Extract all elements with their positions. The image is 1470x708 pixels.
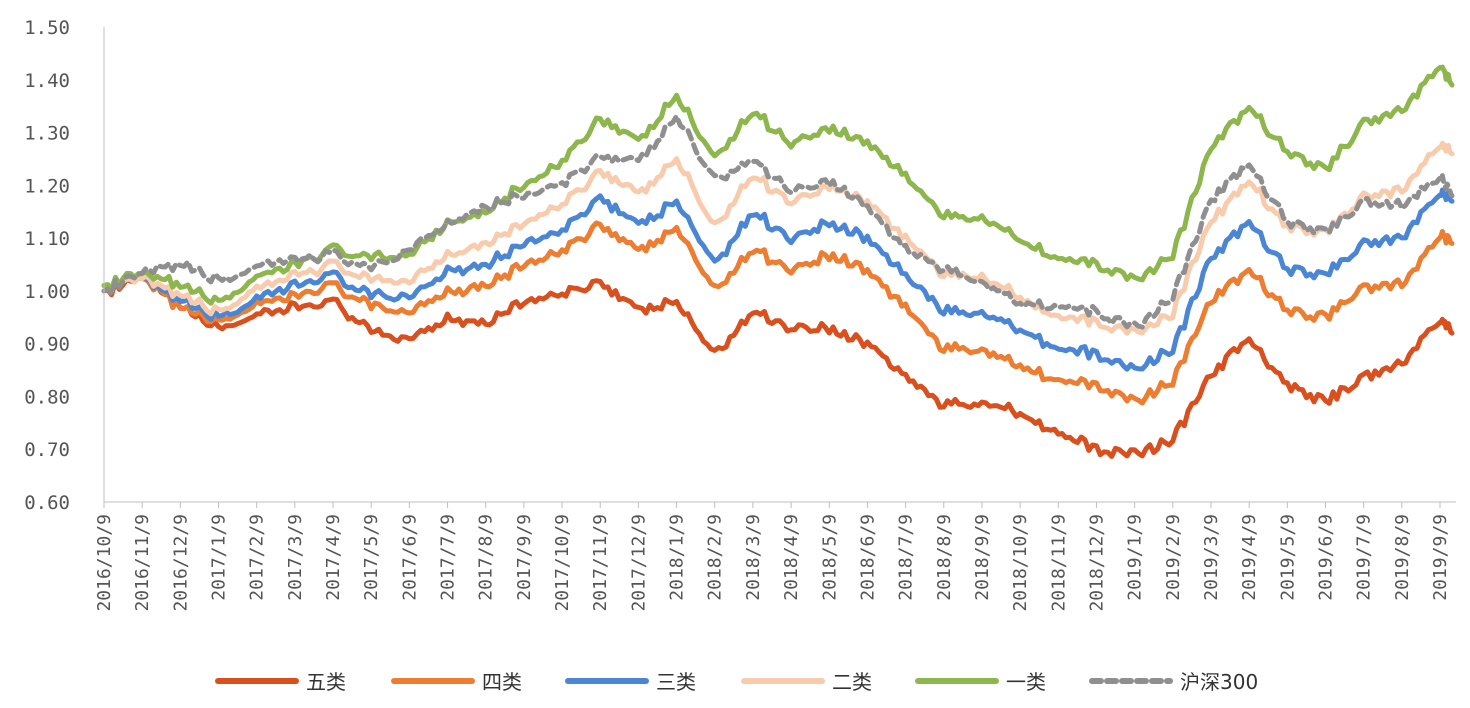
x-tick-label: 2019/5/9 bbox=[1277, 514, 1298, 601]
x-tick-label: 2019/4/9 bbox=[1239, 514, 1260, 601]
x-tick-label: 2018/5/9 bbox=[819, 514, 840, 601]
x-tick-label: 2016/11/9 bbox=[132, 514, 153, 612]
y-tick-label: 1.30 bbox=[24, 123, 70, 145]
x-tick-label: 2018/7/9 bbox=[896, 514, 917, 601]
x-tick-label: 2018/11/9 bbox=[1048, 514, 1069, 612]
legend-label: 四类 bbox=[482, 670, 522, 694]
x-tick-label: 2017/12/9 bbox=[628, 514, 649, 612]
x-tick-label: 2016/10/9 bbox=[94, 514, 115, 612]
y-tick-label: 1.40 bbox=[24, 70, 70, 92]
y-tick-label: 1.50 bbox=[24, 17, 70, 39]
x-tick-label: 2017/11/9 bbox=[590, 514, 611, 612]
legend-label: 五类 bbox=[306, 670, 346, 694]
x-tick-label: 2019/1/9 bbox=[1125, 514, 1146, 601]
x-tick-label: 2018/3/9 bbox=[743, 514, 764, 601]
x-tick-label: 2017/8/9 bbox=[476, 514, 497, 601]
x-tick-label: 2019/6/9 bbox=[1315, 514, 1336, 601]
series-lines bbox=[101, 64, 1455, 459]
x-tick-label: 2018/4/9 bbox=[781, 514, 802, 601]
x-tick-label: 2019/8/9 bbox=[1392, 514, 1413, 601]
y-tick-label: 1.00 bbox=[24, 281, 70, 303]
x-tick-label: 2017/4/9 bbox=[323, 514, 344, 601]
series-line bbox=[101, 64, 1455, 306]
x-tick-label: 2018/9/9 bbox=[972, 514, 993, 601]
x-tick-label: 2018/2/9 bbox=[705, 514, 726, 601]
y-tick-label: 0.90 bbox=[24, 334, 70, 356]
x-tick-label: 2017/2/9 bbox=[247, 514, 268, 601]
series-line bbox=[101, 187, 1455, 372]
legend-label: 一类 bbox=[1006, 670, 1046, 694]
legend-label: 二类 bbox=[832, 670, 872, 694]
x-tick-label: 2018/10/9 bbox=[1010, 514, 1031, 612]
x-tick-label: 2017/6/9 bbox=[399, 514, 420, 601]
x-tick-label: 2017/5/9 bbox=[361, 514, 382, 601]
y-tick-label: 0.60 bbox=[24, 492, 70, 514]
legend-label: 沪深300 bbox=[1180, 670, 1258, 694]
legend: 五类 四类 三类 二类 一类 沪深300 bbox=[215, 670, 1258, 694]
y-tick-label: 0.70 bbox=[24, 439, 70, 461]
legend-label: 三类 bbox=[656, 670, 696, 694]
y-tick-label: 1.20 bbox=[24, 175, 70, 197]
series-line bbox=[101, 220, 1455, 406]
x-tick-label: 2017/3/9 bbox=[285, 514, 306, 601]
x-tick-label: 2018/12/9 bbox=[1086, 514, 1107, 612]
series-line bbox=[101, 140, 1455, 336]
y-axis-ticks: 0.60 0.70 0.80 0.90 1.00 1.10 1.20 1.30 1.40 1.50 bbox=[24, 17, 70, 514]
x-tick-label: 2019/3/9 bbox=[1201, 514, 1222, 601]
x-tick-label: 2017/9/9 bbox=[514, 514, 535, 601]
x-tick-label: 2018/8/9 bbox=[934, 514, 955, 601]
x-axis-ticks: 2016/10/9 2016/11/9 2016/12/9 2017/1/9 2017/… bbox=[94, 502, 1451, 612]
x-tick-label: 2019/7/9 bbox=[1354, 514, 1375, 601]
series-line bbox=[101, 113, 1455, 330]
x-tick-label: 2017/7/9 bbox=[438, 514, 459, 601]
y-tick-label: 1.10 bbox=[24, 228, 70, 250]
x-tick-label: 2019/2/9 bbox=[1163, 514, 1184, 601]
y-tick-label: 0.80 bbox=[24, 386, 70, 408]
series-line bbox=[101, 275, 1455, 459]
x-tick-label: 2019/9/9 bbox=[1430, 514, 1451, 601]
x-tick-label: 2017/1/9 bbox=[209, 514, 230, 601]
x-tick-label: 2017/10/9 bbox=[552, 514, 573, 612]
x-tick-label: 2016/12/9 bbox=[170, 514, 191, 612]
x-tick-label: 2018/1/9 bbox=[667, 514, 688, 601]
x-tick-label: 2018/6/9 bbox=[857, 514, 878, 601]
